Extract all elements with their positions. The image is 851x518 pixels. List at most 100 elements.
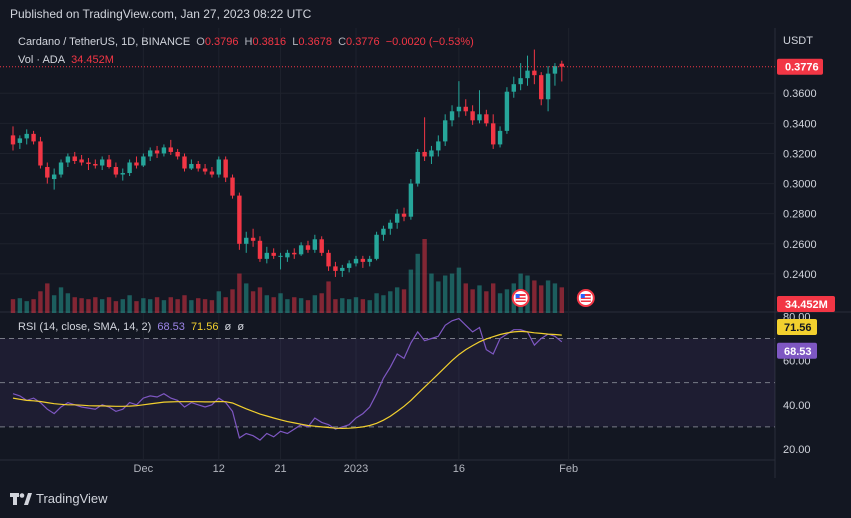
candle-body <box>298 245 304 255</box>
tradingview-brand[interactable]: TradingView <box>10 491 108 506</box>
candle-body <box>182 156 187 169</box>
volume-bar <box>182 295 187 313</box>
volume-bar <box>45 283 50 313</box>
candle-body <box>552 66 558 74</box>
candle-body <box>148 150 153 157</box>
rsi-lines <box>12 317 563 441</box>
price-tick-label: 0.3000 <box>783 179 817 191</box>
volume-bar <box>257 287 263 313</box>
volume-bar <box>374 293 379 313</box>
rsi-sma-line <box>12 330 562 430</box>
candle-body <box>285 252 290 258</box>
rsi-legend: RSI (14, close, SMA, 14, 2) 68.53 71.56 … <box>18 321 247 333</box>
candle-body <box>353 258 359 264</box>
candle-body <box>415 151 420 184</box>
candle-body <box>65 156 71 163</box>
volume-bar <box>31 299 36 313</box>
candle-body <box>422 151 427 157</box>
volume-bar <box>154 297 160 313</box>
price-tick-label: 0.2800 <box>783 209 817 221</box>
volume-bar <box>65 293 71 313</box>
volume-bar <box>497 293 503 313</box>
volume-bar <box>10 299 16 313</box>
flag-stripe <box>580 296 591 298</box>
candle-body <box>10 135 16 145</box>
us-flag-icon[interactable] <box>511 289 530 307</box>
candle-body <box>154 150 160 154</box>
volume-bar <box>244 283 249 313</box>
time-label: 16 <box>453 463 465 475</box>
event-markers[interactable] <box>511 289 595 307</box>
us-flag-icon[interactable] <box>576 289 595 307</box>
volume-bar <box>51 295 57 313</box>
candle-body <box>250 237 256 241</box>
candle-body <box>38 141 43 166</box>
candle-body <box>559 63 564 67</box>
candles[interactable] <box>0 49 775 277</box>
candle-body <box>312 239 318 250</box>
volume-bar <box>24 301 29 313</box>
open-value: 0.3796 <box>204 36 239 48</box>
candle-body <box>484 114 489 124</box>
symbol-title[interactable]: Cardano / TetherUS, 1D, BINANCE <box>18 36 191 48</box>
volume-bar <box>340 298 345 313</box>
volume-bar <box>202 299 208 313</box>
candle-body <box>333 266 338 271</box>
volume-bar <box>175 299 180 313</box>
volume-bar <box>93 297 98 313</box>
volume-bar <box>381 295 386 313</box>
candle-body <box>326 252 331 267</box>
rsi-label[interactable]: RSI (14, close, SMA, 14, 2) <box>18 321 152 333</box>
volume-bar <box>120 299 125 313</box>
candle-body <box>189 163 194 169</box>
volume-label[interactable]: Vol · ADA <box>18 54 66 66</box>
volume-bar <box>99 299 105 313</box>
candle-body <box>545 73 551 100</box>
low-value: 0.3678 <box>298 36 332 48</box>
price-tick-label: 0.3400 <box>783 118 817 130</box>
time-axis[interactable]: Dec 12 21 2023 16 Feb <box>134 463 579 475</box>
candle-body <box>271 252 276 256</box>
brand-name: TradingView <box>36 491 108 506</box>
candle-body <box>106 159 112 168</box>
volume-bar <box>333 299 338 313</box>
volume-bar <box>552 283 558 313</box>
high-value: 0.3816 <box>252 36 287 48</box>
volume-bar <box>484 291 489 313</box>
candle-body <box>346 263 352 268</box>
volume-bar <box>429 273 434 313</box>
candle-body <box>463 106 468 112</box>
flag-stripes <box>515 294 526 302</box>
volume-bar <box>285 299 290 313</box>
candle-body <box>223 159 228 178</box>
candle-body <box>504 91 510 131</box>
candle-body <box>539 75 544 100</box>
time-label: Feb <box>559 463 578 475</box>
candle-body <box>436 141 441 151</box>
price-axis[interactable]: 0.2400 0.2600 0.2800 0.3000 0.3200 0.3400 0.36… <box>777 35 835 312</box>
high-label: H <box>244 36 253 48</box>
published-header: Published on TradingView.com, Jan 27, 20… <box>10 7 312 21</box>
candle-body <box>93 163 98 166</box>
volume-badge-label: 34.452M <box>785 299 828 311</box>
candle-body <box>278 255 283 257</box>
candle-body <box>244 237 249 244</box>
candle-body <box>477 114 482 121</box>
flag-canton <box>515 294 520 298</box>
tradingview-logo-icon <box>10 492 32 505</box>
volume-bar <box>17 298 23 313</box>
rsi-badge <box>777 342 817 359</box>
volume-bar <box>545 280 551 313</box>
open-label: O <box>196 36 205 48</box>
candle-body <box>31 133 36 142</box>
time-label: 2023 <box>344 463 368 475</box>
change-value: −0.0020 (−0.53%) <box>385 36 474 48</box>
volume-bar <box>223 297 228 313</box>
volume-bar <box>209 300 215 313</box>
candle-body <box>518 78 523 85</box>
volume-bar <box>422 239 427 313</box>
volume-bar <box>463 283 468 313</box>
candle-body <box>449 111 455 121</box>
